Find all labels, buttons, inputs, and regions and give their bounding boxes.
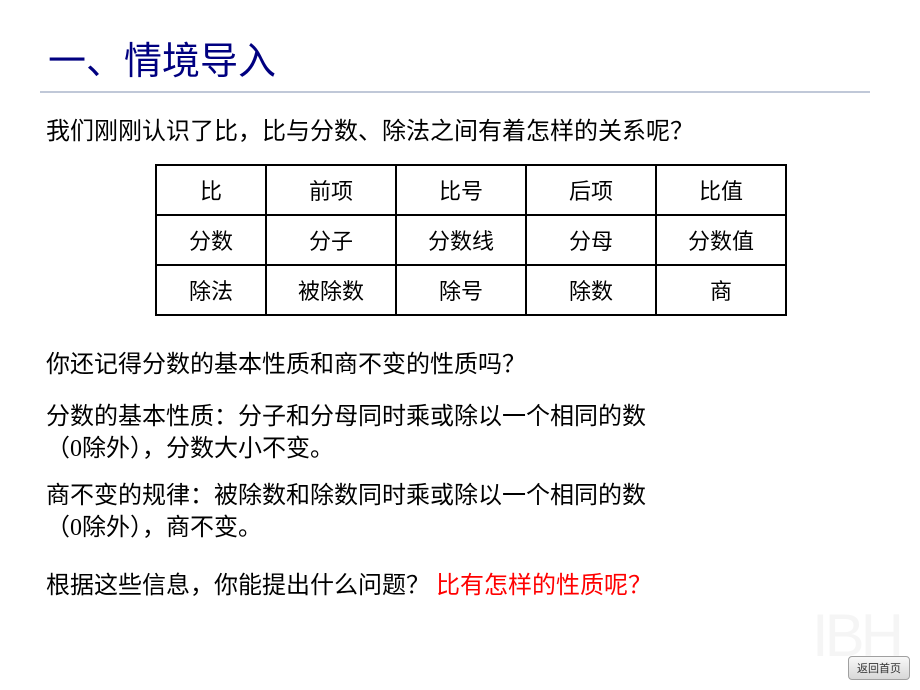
slide: 一、情境导入 我们刚刚认识了比，比与分数、除法之间有着怎样的关系呢？ 比前项比号…: [0, 0, 920, 690]
p1-line1: 分数的基本性质：分子和分母同时乘或除以一个相同的数: [46, 404, 646, 430]
q2-black: 根据这些信息，你能提出什么问题？: [46, 573, 430, 599]
intro-text: 我们刚刚认识了比，比与分数、除法之间有着怎样的关系呢？: [46, 111, 880, 146]
table-cell: 比值: [656, 165, 786, 215]
table-row: 除法被除数除号除数商: [156, 265, 786, 315]
table-cell: 后项: [526, 165, 656, 215]
p2-line2: （0除外），商不变。: [46, 515, 262, 541]
paragraph-fraction-property: 分数的基本性质：分子和分母同时乘或除以一个相同的数 （0除外），分数大小不变。: [46, 401, 880, 466]
q2-red: 比有怎样的性质呢？: [436, 573, 652, 599]
table-cell: 分母: [526, 215, 656, 265]
table-cell: 商: [656, 265, 786, 315]
table-cell: 除数: [526, 265, 656, 315]
table-cell: 除法: [156, 265, 266, 315]
paragraph-quotient-property: 商不变的规律：被除数和除数同时乘或除以一个相同的数 （0除外），商不变。: [46, 480, 880, 545]
table-body: 比前项比号后项比值分数分子分数线分母分数值除法被除数除号除数商: [156, 165, 786, 315]
table-cell: 被除数: [266, 265, 396, 315]
slide-title: 一、情境导入: [40, 30, 880, 91]
table-cell: 分数值: [656, 215, 786, 265]
table-cell: 分数线: [396, 215, 526, 265]
table-cell: 除号: [396, 265, 526, 315]
title-block: 一、情境导入: [40, 30, 880, 93]
table-cell: 分子: [266, 215, 396, 265]
table-cell: 前项: [266, 165, 396, 215]
back-home-button[interactable]: 返回首页: [848, 656, 910, 680]
p2-line1: 商不变的规律：被除数和除数同时乘或除以一个相同的数: [46, 483, 646, 509]
table-row: 比前项比号后项比值: [156, 165, 786, 215]
title-underline: [40, 91, 870, 93]
table-cell: 比: [156, 165, 266, 215]
comparison-table: 比前项比号后项比值分数分子分数线分母分数值除法被除数除号除数商: [155, 164, 787, 316]
comparison-table-wrap: 比前项比号后项比值分数分子分数线分母分数值除法被除数除号除数商: [155, 164, 880, 316]
question-2: 根据这些信息，你能提出什么问题？ 比有怎样的性质呢？: [46, 565, 880, 600]
table-cell: 分数: [156, 215, 266, 265]
table-row: 分数分子分数线分母分数值: [156, 215, 786, 265]
table-cell: 比号: [396, 165, 526, 215]
p1-line2: （0除外），分数大小不变。: [46, 436, 334, 462]
question-1: 你还记得分数的基本性质和商不变的性质吗？: [46, 344, 880, 379]
